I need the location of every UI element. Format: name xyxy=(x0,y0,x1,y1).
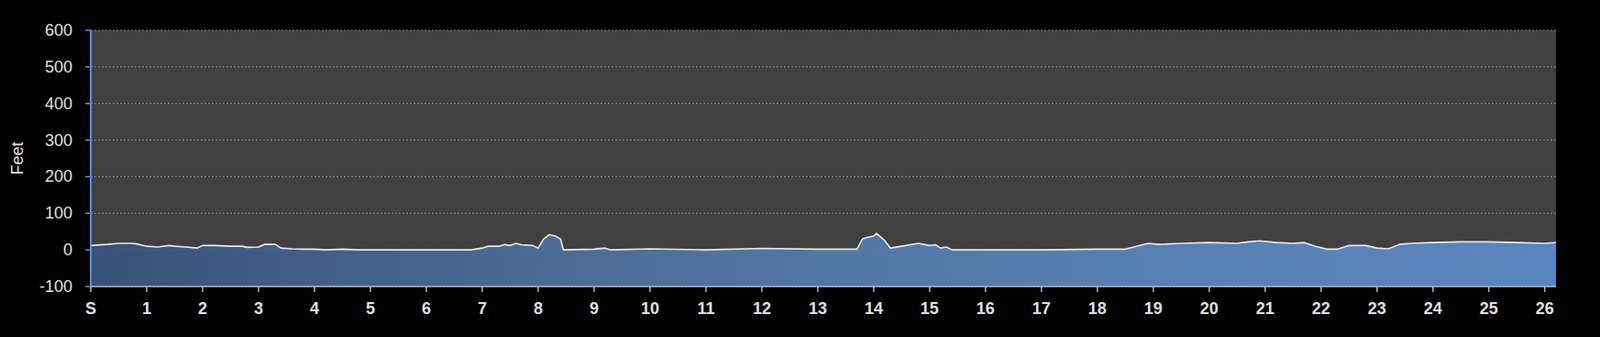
x-tick-label: 22 xyxy=(1312,298,1331,318)
x-tick xyxy=(145,286,148,292)
y-axis-line xyxy=(89,30,92,287)
x-tick-label: 25 xyxy=(1479,298,1499,318)
x-tick-label: 23 xyxy=(1368,298,1387,318)
y-tick-label: 600 xyxy=(44,21,73,40)
grid-line xyxy=(90,139,1556,141)
elevation-line xyxy=(90,232,1556,250)
x-tick-label: 6 xyxy=(421,298,431,318)
x-tick xyxy=(1320,286,1323,292)
x-tick-label: 3 xyxy=(253,298,264,318)
x-tick xyxy=(425,286,428,292)
x-tick-label: 19 xyxy=(1144,298,1163,318)
y-tick xyxy=(85,102,91,105)
grid-line xyxy=(90,286,1556,287)
x-tick xyxy=(481,286,484,292)
y-tick xyxy=(85,176,91,178)
x-tick-label: 11 xyxy=(696,298,715,318)
x-tick-label: 9 xyxy=(589,298,599,318)
grid-line xyxy=(90,66,1556,67)
y-tick-label: 100 xyxy=(44,203,73,222)
x-tick xyxy=(89,286,92,292)
x-tick xyxy=(1152,286,1155,292)
y-tick-label: 300 xyxy=(44,131,73,150)
x-tick xyxy=(1376,286,1379,292)
x-tick xyxy=(1432,286,1435,292)
x-tick xyxy=(705,286,707,292)
area-shade xyxy=(90,232,1556,287)
x-tick-label: 15 xyxy=(920,298,939,318)
y-tick-label: 200 xyxy=(44,166,73,186)
x-tick-label: 20 xyxy=(1200,298,1219,318)
x-tick-label: 21 xyxy=(1256,298,1275,318)
x-tick xyxy=(1040,286,1043,292)
x-tick-label: 24 xyxy=(1423,298,1443,318)
x-tick-label: 26 xyxy=(1535,298,1555,318)
x-tick-label: 18 xyxy=(1088,298,1107,318)
y-tick-label: 400 xyxy=(44,94,73,113)
x-tick-label: 12 xyxy=(752,298,772,318)
x-tick-label: 2 xyxy=(198,298,208,318)
x-tick-label: 7 xyxy=(477,298,487,318)
x-tick xyxy=(537,286,540,292)
x-tick xyxy=(369,286,372,292)
x-tick xyxy=(257,286,260,292)
x-axis-line xyxy=(90,285,1556,287)
x-tick xyxy=(984,286,987,292)
grid-line xyxy=(90,212,1556,214)
y-tick xyxy=(85,285,91,287)
x-tick-label: 5 xyxy=(365,298,376,318)
y-tick-label: 500 xyxy=(44,57,73,77)
y-tick-label: -100 xyxy=(39,276,73,296)
plot-area xyxy=(90,232,1556,287)
x-tick-label: 13 xyxy=(808,298,828,318)
y-tick xyxy=(85,248,91,251)
x-tick-label: 4 xyxy=(309,298,320,318)
plot-background xyxy=(90,30,1556,287)
x-tick xyxy=(1488,286,1490,292)
y-tick xyxy=(85,212,91,215)
x-tick xyxy=(1096,286,1099,292)
x-tick-label: 17 xyxy=(1032,298,1051,318)
x-tick xyxy=(816,286,819,292)
y-tick xyxy=(85,66,91,68)
grid-line xyxy=(90,30,1556,32)
x-tick xyxy=(649,286,652,292)
grid-line xyxy=(90,102,1556,104)
x-tick-label: 8 xyxy=(533,298,543,318)
chart: -1000100200300400500600S1234567891011121… xyxy=(0,0,1600,337)
x-tick xyxy=(1264,286,1267,292)
x-tick xyxy=(761,286,763,292)
x-tick xyxy=(1208,286,1211,292)
y-tick xyxy=(85,29,91,32)
x-tick xyxy=(1544,286,1546,292)
x-tick xyxy=(593,286,596,292)
y-tick-label: 0 xyxy=(63,240,73,259)
x-tick xyxy=(872,286,875,292)
x-tick xyxy=(201,286,204,292)
grid-line xyxy=(90,176,1556,177)
x-tick xyxy=(928,286,931,292)
y-axis-label: Feet xyxy=(8,141,27,175)
x-tick-label: 14 xyxy=(864,298,883,318)
x-tick-label: 10 xyxy=(640,298,660,318)
x-tick-label: 1 xyxy=(142,298,152,318)
elevation-area xyxy=(90,232,1556,287)
x-tick-label: 16 xyxy=(976,298,995,318)
x-tick-label: S xyxy=(85,298,97,318)
x-tick xyxy=(313,286,316,292)
y-tick xyxy=(85,139,91,142)
